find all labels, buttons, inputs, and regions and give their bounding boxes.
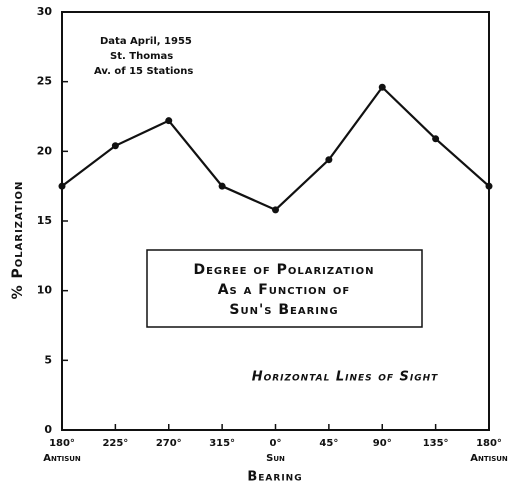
y-tick-label: 25 [37,75,52,88]
data-note: St. Thomas [110,51,173,62]
y-tick-label: 15 [37,214,52,227]
data-point [432,135,440,143]
y-tick-label: 10 [37,284,53,297]
y-tick-label: 30 [37,5,53,18]
boxed-title: Degree of Polarization [193,262,374,278]
boxed-title: As a Function of [218,282,351,298]
y-tick-label: 5 [44,353,52,366]
title-box [146,249,423,328]
x-tick-label: 315° [209,438,235,449]
y-axis-label: % Polarization [10,181,26,300]
data-point [485,182,493,190]
x-tick-label: 180° [476,438,502,449]
data-note: Av. of 15 Stations [94,66,193,77]
x-tick-label: 0° [270,438,282,449]
y-tick-label: 20 [37,144,53,157]
x-tick-label: 180° [49,438,75,449]
y-tick-label: 0 [44,423,52,436]
x-tick-label: 225° [102,438,128,449]
x-tick-sublabel: Antisun [470,453,508,464]
x-axis-label: Bearing [247,470,302,485]
data-point [272,206,279,214]
x-tick-sublabel: Sun [266,453,285,464]
data-point [325,156,333,164]
x-tick-label: 135° [423,438,449,449]
x-tick-label: 270° [156,438,182,449]
data-point [218,182,226,190]
data-point [111,142,119,150]
data-note: Data April, 1955 [100,36,192,47]
data-line [61,85,490,212]
boxed-title: Sun's Bearing [229,302,338,318]
x-tick-sublabel: Antisun [43,453,81,464]
x-tick-label: 45° [319,438,338,449]
data-point [165,117,173,125]
data-point [378,83,386,91]
data-point [58,182,66,190]
x-tick-label: 90° [373,438,392,449]
annotation: Horizontal Lines of Sight [252,370,439,385]
